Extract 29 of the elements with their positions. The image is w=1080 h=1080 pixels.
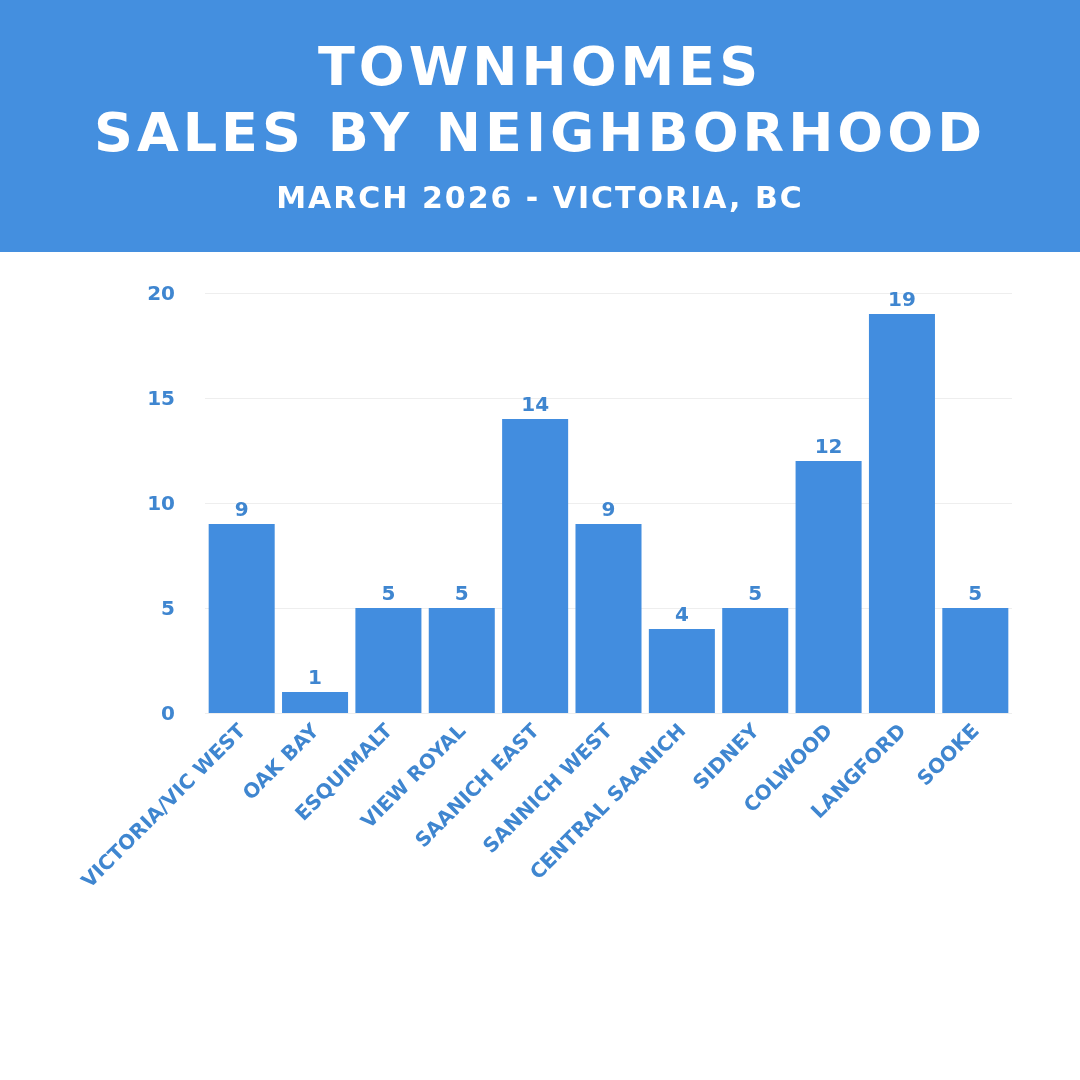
bar <box>868 314 935 713</box>
y-tick-label: 10 <box>147 491 175 515</box>
data-label: 5 <box>381 581 396 605</box>
bar <box>502 419 569 713</box>
bar <box>575 524 642 713</box>
bar <box>355 608 422 713</box>
data-label: 14 <box>521 392 550 416</box>
bar <box>942 608 1009 713</box>
bar <box>722 608 789 713</box>
bar <box>428 608 495 713</box>
bar <box>795 461 862 713</box>
bar <box>282 692 349 713</box>
data-label: 4 <box>674 602 689 626</box>
data-label: 5 <box>748 581 763 605</box>
y-tick-label: 0 <box>161 701 175 725</box>
chart-subtitle: MARCH 2026 - VICTORIA, BC <box>275 180 805 215</box>
data-label: 19 <box>888 287 916 311</box>
bar <box>648 629 715 713</box>
y-tick-label: 20 <box>147 281 175 305</box>
data-label: 12 <box>814 434 843 458</box>
data-label: 9 <box>601 497 616 521</box>
data-label: 5 <box>968 581 983 605</box>
y-tick-label: 15 <box>147 386 175 410</box>
data-label: 9 <box>234 497 249 521</box>
bar <box>208 524 275 713</box>
data-label: 5 <box>454 581 469 605</box>
data-label: 1 <box>308 665 323 689</box>
chart-title: TOWNHOMES SALES BY NEIGHBORHOOD <box>93 34 987 166</box>
y-tick-label: 5 <box>161 596 175 620</box>
